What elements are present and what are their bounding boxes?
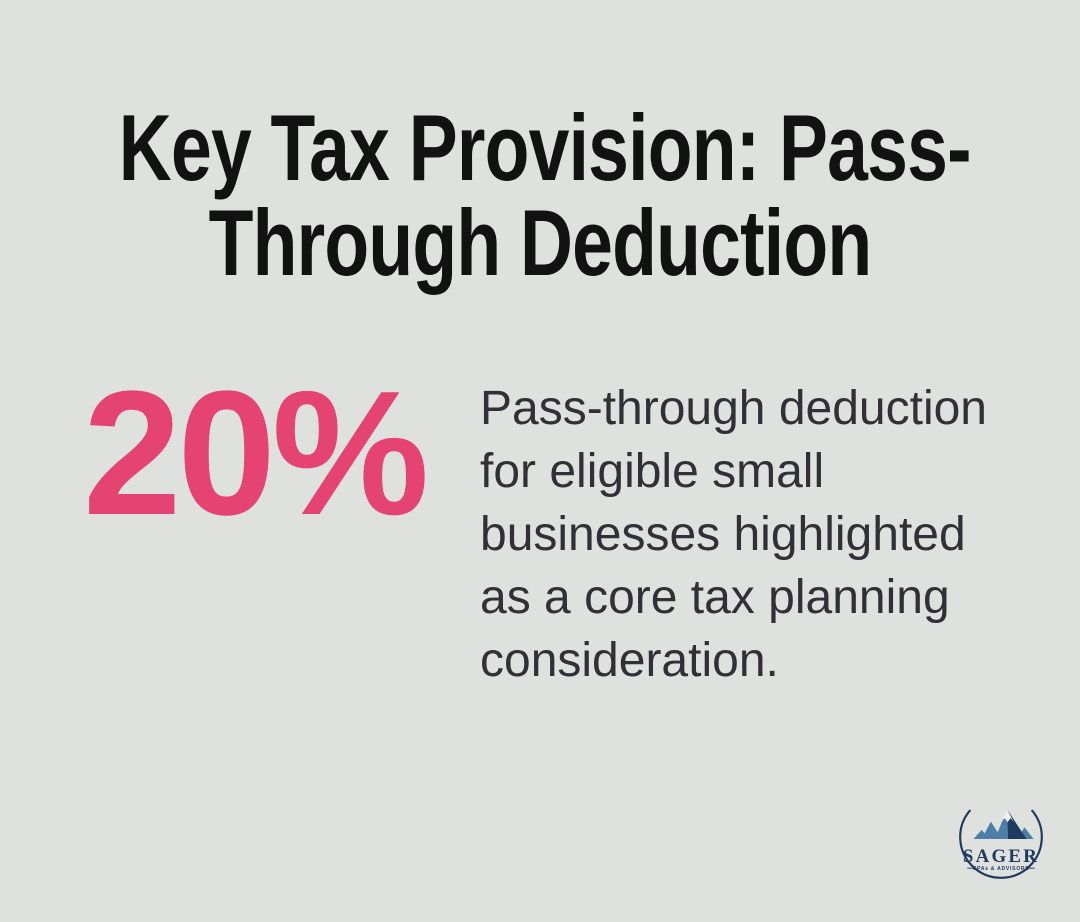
description-line: for eligible small — [480, 445, 825, 498]
description-line: businesses highlighted — [480, 508, 966, 561]
logo-circle-arc — [959, 809, 1043, 879]
description-line: consideration. — [480, 634, 779, 687]
stat-value: 20% — [83, 354, 429, 552]
stat-description: Pass-through deduction for eligible smal… — [480, 377, 1040, 692]
mountain-peaks-icon — [973, 809, 1034, 839]
title-line-2: Through Deduction — [208, 190, 873, 295]
page-title: Key Tax Provision: Pass- Through Deducti… — [118, 95, 972, 295]
title-line-1: Key Tax Provision: Pass- — [118, 95, 972, 200]
logo-tagline: CPAs & ADVISORS — [973, 866, 1030, 872]
logo-wordmark: SAGER — [963, 846, 1039, 867]
description-line: as a core tax planning — [480, 571, 950, 624]
sager-logo: SAGER CPAs & ADVISORS — [950, 788, 1052, 890]
sager-logo-graphic: SAGER CPAs & ADVISORS — [959, 809, 1043, 879]
description-line: Pass-through deduction — [480, 382, 987, 435]
